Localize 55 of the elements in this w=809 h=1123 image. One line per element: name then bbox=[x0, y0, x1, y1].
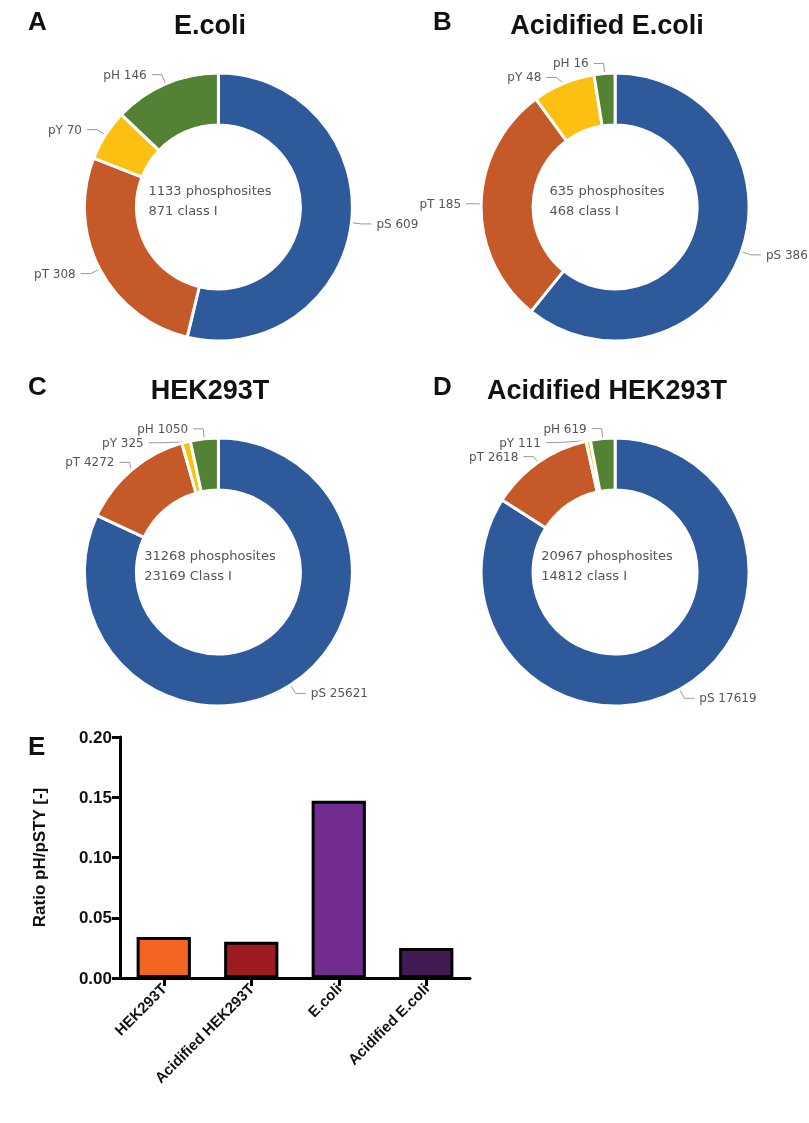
slice-label: pT bbox=[419, 196, 436, 211]
slice-label: pY bbox=[507, 70, 523, 85]
slice-label: pY bbox=[47, 122, 64, 137]
slice-label: pH bbox=[103, 67, 120, 82]
data-label: 146 bbox=[123, 67, 147, 82]
text: 468 class I bbox=[549, 202, 619, 218]
data-label: 4272 bbox=[83, 455, 115, 470]
y-tick-label: 0.20 bbox=[78, 727, 112, 747]
y-tick-label: 0.10 bbox=[78, 848, 112, 867]
text: A bbox=[28, 6, 47, 36]
data-label: 185 bbox=[438, 196, 462, 211]
data-label: 111 bbox=[517, 435, 541, 450]
slice-label: pS bbox=[765, 247, 782, 262]
text: E bbox=[28, 731, 46, 761]
slice-label: pT bbox=[65, 455, 81, 470]
slice-label: pY bbox=[102, 435, 118, 450]
text: 23169 Class I bbox=[144, 567, 232, 583]
slice-label: pH bbox=[137, 421, 154, 436]
text: 31268 phosphosites bbox=[144, 547, 276, 563]
text: 635 phosphosites bbox=[549, 182, 665, 198]
data-label: 619 bbox=[563, 421, 587, 436]
y-tick-label: 0.15 bbox=[78, 787, 112, 807]
data-label: 17619 bbox=[718, 691, 757, 706]
text: 20967 phosphosites bbox=[541, 547, 673, 563]
data-label: 1050 bbox=[157, 421, 189, 436]
text: C bbox=[28, 371, 47, 401]
text: 14812 class I bbox=[541, 567, 628, 583]
chart-title: HEK293T bbox=[150, 374, 270, 405]
data-label: 48 bbox=[526, 70, 542, 85]
data-label: 386 bbox=[784, 247, 808, 262]
slice-label: pY bbox=[499, 435, 515, 450]
data-label: 70 bbox=[66, 122, 82, 137]
text: D bbox=[433, 371, 452, 401]
slice-label: pT bbox=[469, 449, 485, 464]
chart-title: Acidified E.coli bbox=[510, 9, 704, 40]
text: 871 class I bbox=[148, 202, 218, 218]
text: B bbox=[433, 6, 452, 36]
data-label: 609 bbox=[395, 216, 419, 231]
data-label: 308 bbox=[52, 266, 76, 281]
y-axis-title: Ratio pH/pSTY [-] bbox=[30, 787, 49, 928]
data-label: 16 bbox=[573, 56, 589, 71]
data-label: 2618 bbox=[487, 449, 519, 464]
data-label: 325 bbox=[120, 435, 144, 450]
chart-title: Acidified HEK293T bbox=[486, 374, 728, 405]
y-tick-label: 0.05 bbox=[78, 908, 112, 928]
text: 1133 phosphosites bbox=[148, 182, 272, 198]
slice-label: pH bbox=[552, 56, 570, 71]
slice-label: pS bbox=[376, 216, 392, 231]
slice-label: pS bbox=[310, 686, 327, 701]
slice-label: pH bbox=[543, 421, 561, 436]
slice-label: pT bbox=[34, 266, 50, 281]
data-label: 25621 bbox=[329, 686, 369, 701]
slice-label: pS bbox=[699, 691, 715, 706]
chart-title: E.coli bbox=[173, 9, 247, 40]
y-tick-label: 0.00 bbox=[78, 968, 112, 988]
